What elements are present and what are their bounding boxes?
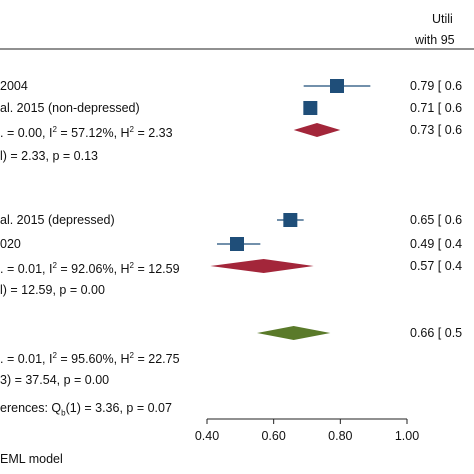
column-header-line1: Utili <box>432 12 453 26</box>
x-tick-label-2: 0.60 <box>261 429 285 443</box>
study-label-3: al. 2015 (depressed) <box>0 213 115 227</box>
ci-text-1: 0.79 [ 0.6 <box>410 79 463 93</box>
x-tick-label-4: 1.00 <box>395 429 419 443</box>
column-header-line2: with 95 <box>415 33 455 47</box>
homogeneity-test-group1: l) = 2.33, p = 0.13 <box>0 149 98 163</box>
study-marker-3 <box>283 213 298 227</box>
x-tick-label-1: 0.40 <box>195 429 219 443</box>
study-marker-1 <box>330 79 344 93</box>
heterogeneity-label-group2: . = 0.01, I2 = 92.06%, H2 = 12.59 <box>0 261 180 277</box>
summary-diamond-overall-3 <box>257 326 331 340</box>
study-marker-4 <box>230 237 244 251</box>
homogeneity-test-overall: 3) = 37.54, p = 0.00 <box>0 373 110 387</box>
study-label-1: 2004 <box>0 79 28 93</box>
heterogeneity-label-group1: . = 0.00, I2 = 57.12%, H2 = 2.33 <box>0 125 173 141</box>
group-differences-test: erences: Qb(1) = 3.36, p = 0.07 <box>0 401 172 418</box>
ci-text-4: 0.49 [ 0.4 <box>410 237 463 251</box>
study-label-4: 020 <box>0 237 21 251</box>
ci-text-overall: 0.66 [ 0.5 <box>410 326 463 340</box>
homogeneity-test-group2: l) = 12.59, p = 0.00 <box>0 283 105 297</box>
x-tick-label-3: 0.80 <box>328 429 352 443</box>
ci-text-2: 0.71 [ 0.6 <box>410 101 463 115</box>
ci-text-group2: 0.57 [ 0.4 <box>410 259 463 273</box>
heterogeneity-label-overall: . = 0.01, I2 = 95.60%, H2 = 22.75 <box>0 351 180 367</box>
summary-diamond-group-2 <box>210 259 314 273</box>
ci-text-group1: 0.73 [ 0.6 <box>410 123 463 137</box>
summary-diamond-group-1 <box>293 123 341 137</box>
model-note: EML model <box>0 452 63 466</box>
ci-text-3: 0.65 [ 0.6 <box>410 213 463 227</box>
study-label-2: al. 2015 (non-depressed) <box>0 101 140 115</box>
study-marker-2 <box>303 101 318 115</box>
